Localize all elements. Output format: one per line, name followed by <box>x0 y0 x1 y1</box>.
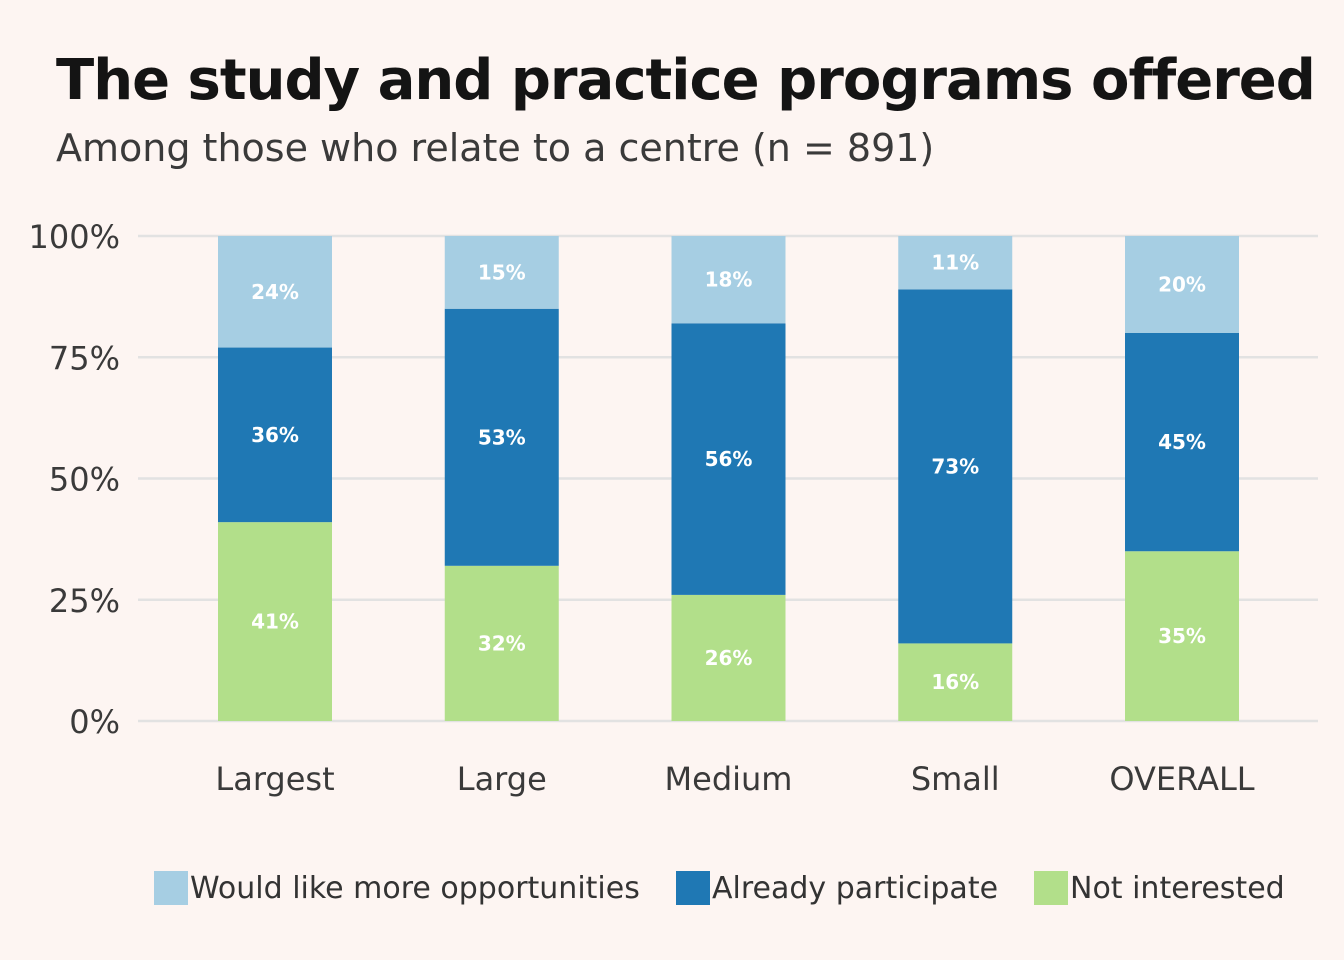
bar-data-label: 41% <box>251 610 299 634</box>
bar-data-label: 11% <box>931 251 979 275</box>
legend-swatch <box>154 871 188 905</box>
x-tick-label: OVERALL <box>1109 760 1254 798</box>
legend-label: Already participate <box>712 870 999 906</box>
legend-item-not-interested: Not interested <box>1034 866 1285 910</box>
legend-swatch <box>676 871 710 905</box>
bar-segment <box>671 594 786 721</box>
bar-data-label: 73% <box>931 454 979 478</box>
bar-data-label: 32% <box>478 631 526 655</box>
bar-segment <box>671 236 786 324</box>
bar-segment <box>898 643 1013 721</box>
bar-segment <box>218 347 332 523</box>
bar-data-label: 18% <box>705 268 753 292</box>
bar-segment <box>1125 236 1239 333</box>
bar-segment <box>444 565 559 721</box>
y-axis-ticks: 0% 25% 50% 75% 100% <box>29 218 120 741</box>
x-tick-label: Large <box>457 760 547 798</box>
bar-data-label: 16% <box>931 670 979 694</box>
bar-segment <box>218 522 332 721</box>
bar-data-label: 20% <box>1158 273 1206 297</box>
bar-data-label: 26% <box>705 646 753 670</box>
y-tick-label: 50% <box>49 461 120 499</box>
bar-data-label: 56% <box>705 447 753 471</box>
y-tick-label: 75% <box>49 339 120 377</box>
bar-data-label: 36% <box>251 423 299 447</box>
legend: Would like more opportunities Already pa… <box>0 866 1344 910</box>
bar-segment <box>1125 551 1239 721</box>
bar-segment <box>898 289 1013 644</box>
bar-segment <box>444 308 559 566</box>
chart-title: The study and practice programs offered <box>56 48 1316 113</box>
legend-label: Would like more opportunities <box>190 870 640 906</box>
bar-data-label: 35% <box>1158 624 1206 648</box>
legend-label: Not interested <box>1070 870 1285 906</box>
bar-data-label: 24% <box>251 280 299 304</box>
bar-segment <box>444 236 559 309</box>
legend-swatch <box>1034 871 1068 905</box>
x-tick-label: Medium <box>665 760 793 798</box>
x-axis-ticks: Largest Large Medium Small OVERALL <box>215 760 1254 798</box>
legend-item-already-participate: Already participate <box>676 866 998 910</box>
bar-data-label: 45% <box>1158 430 1206 454</box>
bar-segment <box>898 236 1013 290</box>
legend-item-more-opportunities: Would like more opportunities <box>154 866 640 910</box>
chart-subtitle: Among those who relate to a centre (n = … <box>56 126 935 170</box>
y-tick-label: 100% <box>29 218 120 256</box>
bar-data-label: 15% <box>478 260 526 284</box>
bars: 41% 36% 24% 32% 53% 15% 26% 56% 18% 16% 73% 11% 35% 4… <box>218 236 1239 721</box>
bar-segment <box>671 323 786 595</box>
y-tick-label: 0% <box>69 703 120 741</box>
y-tick-label: 25% <box>49 582 120 620</box>
bar-segment <box>1125 333 1239 552</box>
bar-segment <box>218 236 332 348</box>
x-tick-label: Small <box>911 760 1000 798</box>
x-tick-label: Largest <box>215 760 334 798</box>
bar-data-label: 53% <box>478 425 526 449</box>
